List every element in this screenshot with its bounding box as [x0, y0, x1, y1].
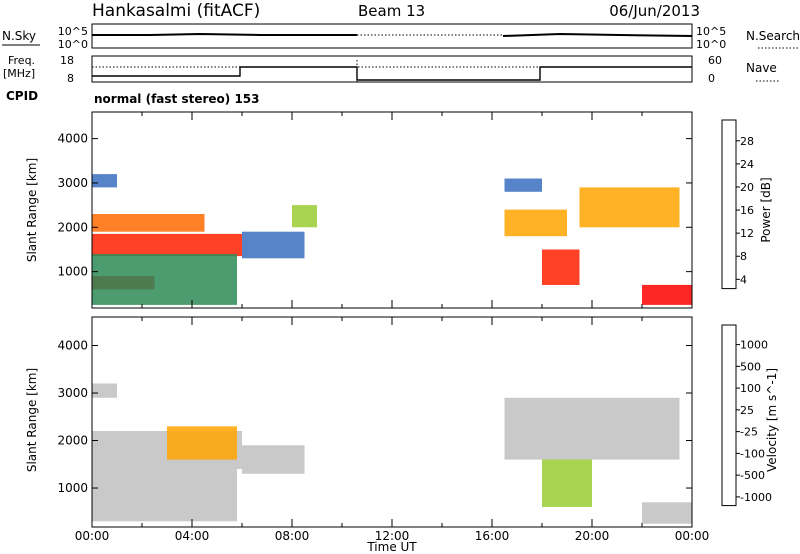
velocity-colorbar-tick-0: 1000: [740, 339, 768, 352]
time-axis-label: Time UT: [366, 540, 417, 554]
noise-right-tick-top: 10^5: [696, 25, 726, 38]
power-band-6: [292, 205, 317, 228]
power-ytick-label-0: 1000: [57, 265, 88, 279]
power-yticks: 1000 2000 3000 4000: [57, 132, 692, 279]
time-tick-label-0: 00:00: [75, 529, 110, 543]
cpid-label: CPID: [6, 89, 38, 103]
power-colorbar: 28 24 20 16 12 8 4: [721, 119, 754, 290]
nave-right-tick-bottom: 0: [708, 72, 715, 85]
velocity-colorbar-tick-7: -1000: [740, 491, 772, 504]
time-tick-label-4: 16:00: [475, 529, 510, 543]
power-colorbar-tick-4: 12: [740, 227, 754, 240]
velocity-colorbar-tick-3: 25: [740, 404, 754, 417]
velocity-ytick-label-1: 2000: [57, 434, 88, 448]
nave-right-tick-top: 60: [708, 54, 722, 67]
velocity-xticks: 00:00 04:00 08:00 12:00 16:00 20:00 00:00: [75, 317, 710, 543]
power-ytick-label-3: 4000: [57, 132, 88, 146]
velocity-band-3: [92, 383, 117, 398]
station-title: Hankasalmi (fitACF): [92, 1, 260, 21]
freq-unit-label: [MHz]: [3, 67, 35, 80]
velocity-colorbar-tick-2: 100: [740, 382, 761, 395]
time-tick-label-6: 00:00: [675, 529, 710, 543]
noise-right-tick-bottom: 10^0: [696, 38, 726, 51]
power-ylabel: Slant Range [km]: [25, 158, 39, 262]
time-tick-label-5: 20:00: [575, 529, 610, 543]
velocity-colorbar-tick-5: -100: [740, 447, 765, 460]
power-colorbar-tick-3: 16: [740, 204, 754, 217]
velocity-band-4: [242, 445, 305, 474]
power-ytick-label-2: 3000: [57, 176, 88, 190]
freq-panel: Freq. [MHz] 18 8 60 0 Nave: [3, 54, 780, 85]
time-tick-label-1: 04:00: [175, 529, 210, 543]
power-band-8: [542, 249, 580, 285]
date-title: 06/Jun/2013: [609, 2, 700, 20]
power-band-2: [92, 214, 205, 232]
power-xticks: [91, 112, 693, 308]
velocity-colorbar: 1000 500 100 25 -25 -100 -500 -1000: [721, 324, 772, 507]
power-colorbar-tick-0: 28: [740, 135, 754, 148]
power-band-5: [242, 231, 305, 259]
velocity-ytick-label-0: 1000: [57, 481, 88, 495]
velocity-ytick-label-3: 4000: [57, 339, 88, 353]
power-band-11: [504, 178, 542, 192]
time-tick-label-3: 12:00: [375, 529, 410, 543]
velocity-cbar-label: Velocity [m s^-1]: [765, 368, 779, 472]
velocity-band-5: [504, 397, 680, 460]
velocity-colorbar-tick-1: 500: [740, 360, 761, 373]
power-band-10: [642, 284, 692, 305]
noise-left-tick-bottom: 10^0: [58, 38, 88, 51]
velocity-band-6: [542, 459, 592, 507]
n-sky-label: N.Sky: [2, 29, 36, 43]
freq-left-tick-top: 18: [60, 54, 74, 67]
cpid-text: normal (fast stereo) 153: [94, 92, 260, 106]
freq-left-tick-bottom: 8: [67, 72, 74, 85]
velocity-band-1: [92, 469, 237, 522]
power-band-3: [92, 253, 237, 305]
power-panel: 1000 2000 3000 4000 Slant Range [km] 28 24 20…: [25, 111, 773, 309]
power-band-0: [92, 233, 242, 257]
power-band-7: [504, 209, 567, 237]
power-cells: [92, 174, 692, 305]
freq-label: Freq.: [8, 54, 35, 67]
beam-title: Beam 13: [358, 2, 425, 20]
velocity-cells: [92, 383, 692, 524]
power-colorbar-tick-5: 8: [740, 250, 747, 263]
velocity-colorbar-tick-6: -500: [740, 469, 765, 482]
noise-sky-line: [92, 32, 693, 37]
freq-line: [92, 66, 692, 81]
power-colorbar-tick-2: 20: [740, 181, 754, 194]
velocity-ylabel: Slant Range [km]: [25, 368, 39, 472]
time-tick-label-2: 08:00: [275, 529, 310, 543]
velocity-panel: 1000 2000 3000 4000 00:00 04:00 08:00 12:00 16:…: [25, 316, 779, 554]
power-colorbar-tick-6: 4: [740, 273, 747, 286]
velocity-band-7: [642, 502, 692, 524]
power-cbar-label: Power [dB]: [759, 177, 773, 242]
power-band-4: [92, 174, 117, 188]
velocity-yticks: 1000 2000 3000 4000: [57, 339, 692, 495]
noise-panel: N.Sky 10^5 10^0 10^5 10^0 N.Search: [2, 23, 800, 51]
velocity-colorbar-tick-4: -25: [740, 426, 758, 439]
power-colorbar-tick-1: 24: [740, 158, 754, 171]
noise-left-tick-top: 10^5: [58, 25, 88, 38]
velocity-ytick-label-2: 3000: [57, 386, 88, 400]
velocity-band-2: [167, 426, 237, 460]
power-ytick-label-1: 2000: [57, 220, 88, 234]
power-band-9: [579, 187, 680, 228]
n-search-label: N.Search: [746, 29, 800, 43]
nave-label: Nave: [746, 61, 777, 75]
